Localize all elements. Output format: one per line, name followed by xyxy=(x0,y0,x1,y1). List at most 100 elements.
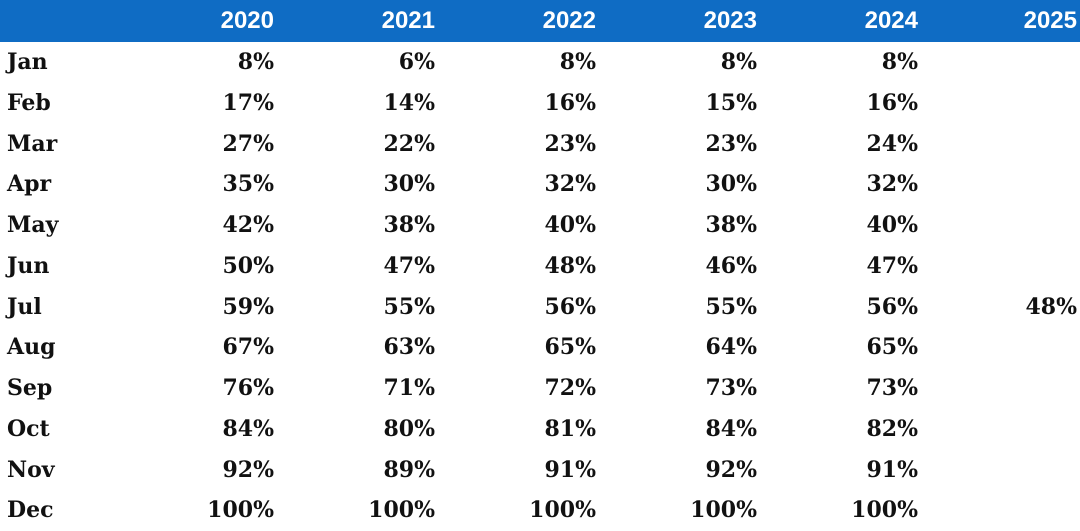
value-cell-2021: 22% xyxy=(383,130,435,157)
column-header-2024: 2024 xyxy=(864,7,918,34)
value-cell-2024: 56% xyxy=(866,293,918,320)
value-cell-2025: 48% xyxy=(1025,293,1077,320)
value-cell-2024: 47% xyxy=(866,252,918,279)
month-label: Jun xyxy=(7,252,50,279)
value-cell-2021: 38% xyxy=(383,212,435,238)
value-cell-2025 xyxy=(937,205,1077,245)
column-header-2022: 2022 xyxy=(542,7,596,34)
value-cell-2020: 67% xyxy=(222,334,274,361)
value-cell-2021: 89% xyxy=(383,456,435,483)
table-row: May 42% 38% 40% 38% 40% xyxy=(0,205,1080,245)
value-cell-2023: 64% xyxy=(705,334,757,361)
value-cell-2022: 8% xyxy=(559,49,596,75)
value-cell-2025 xyxy=(937,409,1077,449)
month-label: Feb xyxy=(7,89,51,116)
value-cell-2024: 73% xyxy=(866,375,918,401)
value-cell-2020: 27% xyxy=(222,130,274,157)
value-cell-2024: 91% xyxy=(866,456,918,483)
value-cell-2022: 16% xyxy=(544,89,596,116)
table-row: Apr 35% 30% 32% 30% 32% xyxy=(0,164,1080,204)
value-cell-2024: 24% xyxy=(866,130,918,157)
month-label: May xyxy=(7,212,59,238)
value-cell-2023: 84% xyxy=(705,415,757,442)
value-cell-2020: 17% xyxy=(222,89,274,116)
value-cell-2025 xyxy=(937,490,1077,530)
value-cell-2022: 40% xyxy=(544,212,596,238)
value-cell-2021: 6% xyxy=(398,49,435,75)
value-cell-2020: 35% xyxy=(222,171,274,198)
value-cell-2020: 92% xyxy=(222,456,274,483)
value-cell-2023: 73% xyxy=(705,375,757,401)
value-cell-2024: 8% xyxy=(881,49,918,75)
value-cell-2024: 32% xyxy=(866,171,918,198)
table-row: Jan 8% 6% 8% 8% 8% xyxy=(0,42,1080,82)
month-label: Aug xyxy=(7,334,56,361)
column-header-2023: 2023 xyxy=(703,7,757,34)
value-cell-2020: 84% xyxy=(222,415,274,442)
value-cell-2020: 8% xyxy=(237,49,274,75)
value-cell-2022: 81% xyxy=(544,415,596,442)
value-cell-2025 xyxy=(937,42,1077,82)
value-cell-2025 xyxy=(937,164,1077,204)
table-row: Jul 59% 55% 56% 55% 56% 48% xyxy=(0,287,1080,327)
month-label: Apr xyxy=(7,171,52,198)
value-cell-2022: 56% xyxy=(544,293,596,320)
value-cell-2022: 91% xyxy=(544,456,596,483)
value-cell-2023: 15% xyxy=(705,89,757,116)
value-cell-2023: 8% xyxy=(720,49,757,75)
value-cell-2023: 92% xyxy=(705,456,757,483)
table-header-row: 2020 2021 2022 2023 2024 2025 xyxy=(0,0,1080,42)
table-row: Mar 27% 22% 23% 23% 24% xyxy=(0,124,1080,164)
value-cell-2024: 65% xyxy=(866,334,918,361)
value-cell-2025 xyxy=(937,327,1077,367)
column-header-2021: 2021 xyxy=(381,7,435,34)
column-header-2025: 2025 xyxy=(1023,7,1077,34)
value-cell-2024: 100% xyxy=(851,497,918,524)
value-cell-2021: 47% xyxy=(383,252,435,279)
value-cell-2023: 38% xyxy=(705,212,757,238)
column-header-2020: 2020 xyxy=(220,7,274,34)
value-cell-2020: 50% xyxy=(222,252,274,279)
value-cell-2024: 16% xyxy=(866,89,918,116)
value-cell-2024: 82% xyxy=(866,415,918,442)
table-row: Oct 84% 80% 81% 84% 82% xyxy=(0,409,1080,449)
value-cell-2022: 23% xyxy=(544,130,596,157)
value-cell-2022: 72% xyxy=(544,375,596,401)
value-cell-2021: 100% xyxy=(368,497,435,524)
value-cell-2025 xyxy=(937,246,1077,286)
table-row: Dec 100% 100% 100% 100% 100% xyxy=(0,490,1080,530)
value-cell-2024: 40% xyxy=(866,212,918,238)
value-cell-2020: 100% xyxy=(207,497,274,524)
value-cell-2025 xyxy=(937,83,1077,123)
value-cell-2021: 30% xyxy=(383,171,435,198)
value-cell-2022: 32% xyxy=(544,171,596,198)
month-label: Mar xyxy=(7,130,58,157)
month-label: Jul xyxy=(7,293,42,320)
table-row: Aug 67% 63% 65% 64% 65% xyxy=(0,327,1080,367)
value-cell-2020: 76% xyxy=(222,375,274,401)
value-cell-2023: 46% xyxy=(705,252,757,279)
value-cell-2021: 55% xyxy=(383,293,435,320)
month-label: Dec xyxy=(7,497,54,524)
value-cell-2021: 14% xyxy=(383,89,435,116)
value-cell-2022: 65% xyxy=(544,334,596,361)
value-cell-2020: 42% xyxy=(222,212,274,238)
month-label: Jan xyxy=(7,49,48,75)
value-cell-2025 xyxy=(937,450,1077,490)
month-label: Nov xyxy=(7,456,55,483)
value-cell-2023: 55% xyxy=(705,293,757,320)
value-cell-2023: 23% xyxy=(705,130,757,157)
table-row: Sep 76% 71% 72% 73% 73% xyxy=(0,368,1080,408)
value-cell-2025 xyxy=(937,124,1077,164)
value-cell-2023: 30% xyxy=(705,171,757,198)
value-cell-2021: 63% xyxy=(383,334,435,361)
table-row: Jun 50% 47% 48% 46% 47% xyxy=(0,246,1080,286)
value-cell-2022: 100% xyxy=(529,497,596,524)
value-cell-2025 xyxy=(937,368,1077,408)
month-label: Oct xyxy=(7,415,50,442)
value-cell-2021: 71% xyxy=(383,375,435,401)
value-cell-2020: 59% xyxy=(222,293,274,320)
table-row: Feb 17% 14% 16% 15% 16% xyxy=(0,83,1080,123)
value-cell-2022: 48% xyxy=(544,252,596,279)
value-cell-2023: 100% xyxy=(690,497,757,524)
